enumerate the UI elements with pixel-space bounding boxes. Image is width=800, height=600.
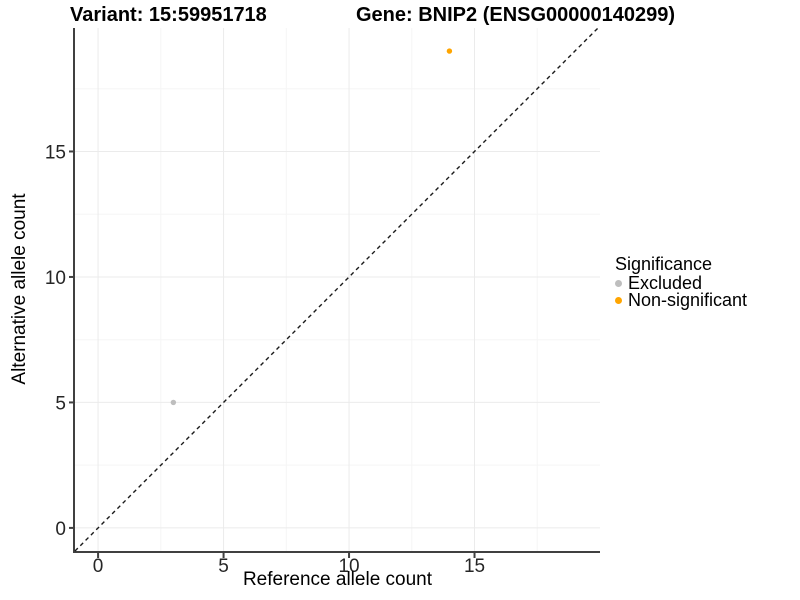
excluded-swatch-icon <box>615 280 622 287</box>
legend-label-excluded: Excluded <box>628 273 703 293</box>
y-tick-label: 15 <box>45 142 66 163</box>
x-tick-label: 0 <box>93 556 104 577</box>
legend-title: Significance <box>615 254 713 274</box>
y-tick-label: 0 <box>55 519 66 540</box>
y-axis-title: Alternative allele count <box>9 193 30 385</box>
data-point-non-significant <box>446 48 453 54</box>
plot-title-variant: Variant: 15:59951718 <box>70 4 267 26</box>
x-tick-label: 10 <box>338 556 359 577</box>
x-tick-label: 5 <box>218 556 229 577</box>
y-tick-label: 10 <box>45 268 66 289</box>
x-tick-label: 15 <box>464 556 485 577</box>
legend-item-non-significant: Non-significant <box>615 290 748 310</box>
y-tick-label: 5 <box>55 393 66 414</box>
identity-line <box>74 27 599 552</box>
x-axis-title: Reference allele count <box>242 569 433 590</box>
legend-item-excluded: Excluded <box>615 273 747 293</box>
legend-label-non-significant: Non-significant <box>628 290 748 310</box>
legend: Significance Excluded Non-significant <box>615 254 748 310</box>
data-point-excluded <box>170 399 177 406</box>
plot-title-gene: Gene: BNIP2 (ENSG00000140299) <box>356 4 676 26</box>
non-significant-swatch-icon <box>615 297 622 304</box>
